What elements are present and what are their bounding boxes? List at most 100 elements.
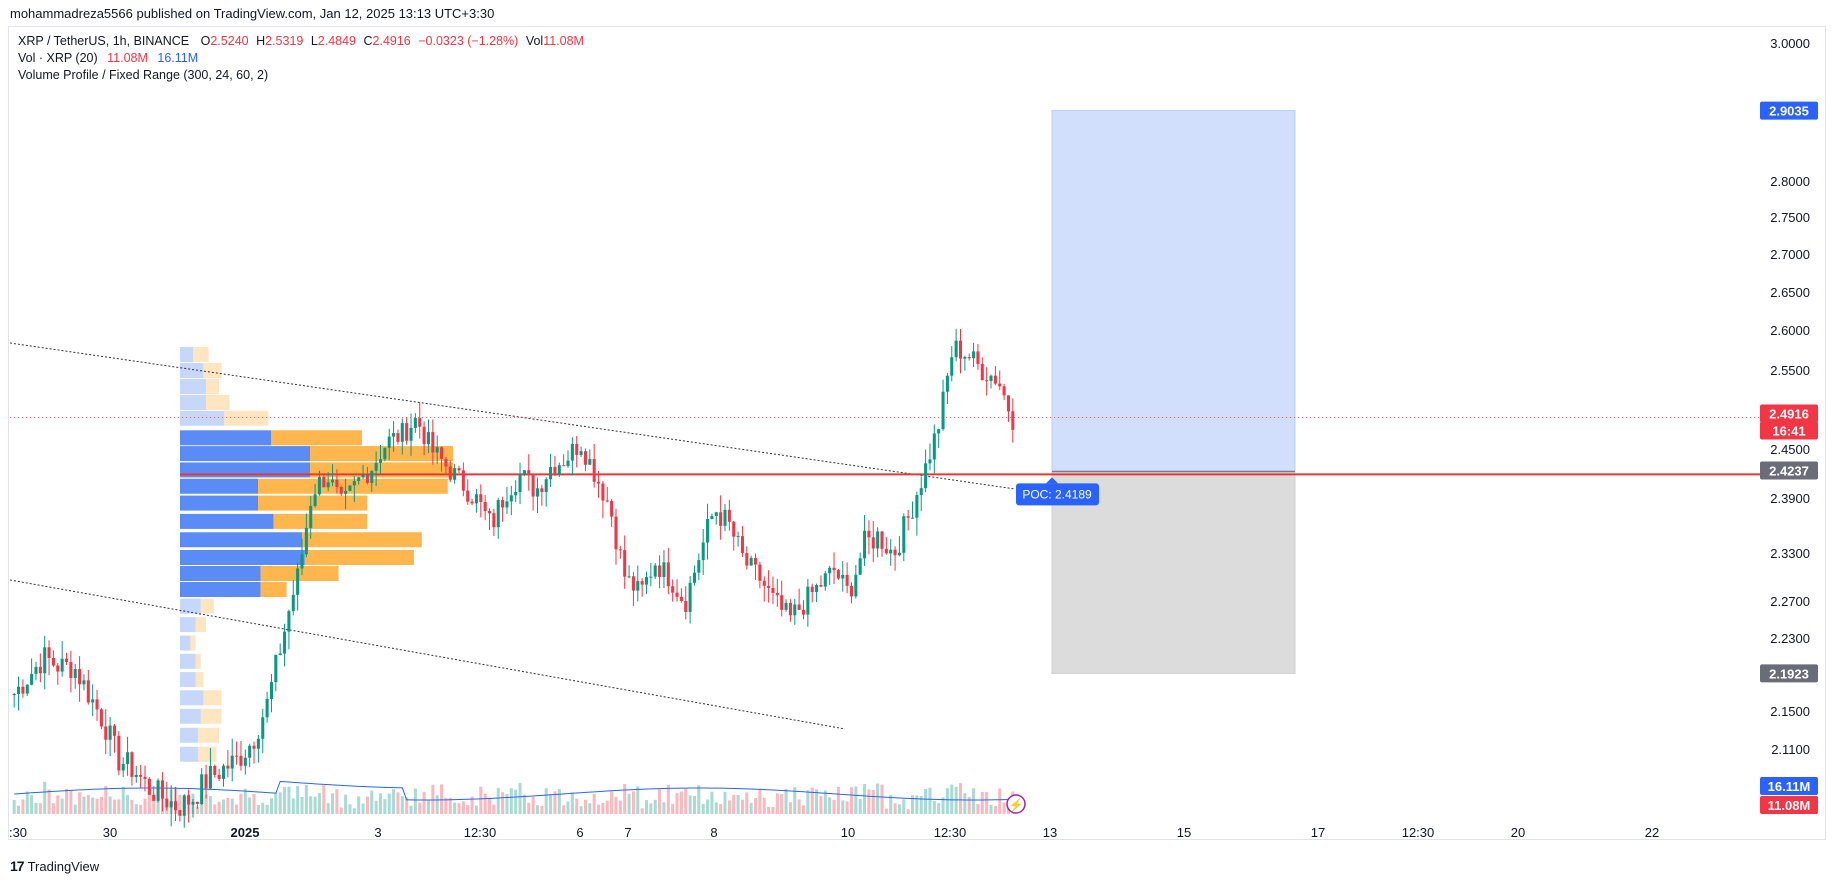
candle-body: [614, 516, 618, 550]
volume-bar: [858, 798, 862, 814]
volume-bar: [889, 794, 893, 814]
poc-badge: [1016, 483, 1099, 506]
low-label: L: [310, 34, 318, 48]
candle-body: [1002, 386, 1006, 396]
stop-price-label-bg: [1760, 664, 1818, 683]
volume-bar: [535, 805, 540, 814]
candle-body: [339, 486, 343, 494]
candle-body: [409, 427, 413, 441]
candle-body: [252, 745, 256, 749]
volume-bar: [832, 799, 836, 814]
volume-bar: [405, 797, 409, 814]
candle-body: [941, 391, 945, 430]
candle-body: [688, 582, 692, 612]
profile-up-bar: [180, 727, 199, 743]
volume-bar: [910, 795, 915, 814]
candle-body: [200, 774, 204, 805]
tradingview-footer[interactable]: 17 TradingView: [10, 858, 99, 874]
volume-bar: [492, 804, 496, 814]
candle-body: [335, 479, 339, 487]
candle-body: [444, 458, 448, 467]
volume-bar: [12, 799, 16, 814]
symbol-legend[interactable]: XRP / TetherUS, 1h, BINANCE O2.5240 H2.5…: [18, 34, 584, 48]
candle-body: [226, 765, 230, 769]
y-tick-label: 2.7500: [1770, 210, 1810, 225]
profile-up-bar: [180, 495, 258, 511]
candle-body: [108, 725, 112, 740]
candle-body: [470, 501, 474, 504]
volume-bar: [422, 791, 426, 814]
candle-body: [815, 584, 819, 593]
x-tick-label: 13: [1043, 825, 1057, 840]
candle-body: [330, 479, 335, 483]
candle-body: [322, 477, 326, 488]
volume-bar: [945, 788, 949, 814]
volume-bar: [47, 789, 51, 814]
volume-profile-name[interactable]: Volume Profile / Fixed Range (300, 24, 6…: [18, 68, 269, 82]
candle-body: [963, 356, 967, 359]
long-position-tool[interactable]: [1051, 110, 1296, 674]
volume-bar: [396, 792, 400, 814]
volume-bar: [836, 786, 840, 814]
profile-down-bar: [190, 635, 196, 651]
volume-bar: [815, 789, 819, 814]
volume-indicator-name[interactable]: Vol · XRP (20): [18, 51, 98, 65]
candle-body: [160, 780, 164, 799]
lightning-glyph: ⚡: [1009, 798, 1024, 812]
volume-bar: [117, 799, 121, 814]
published-header: mohammadreza5566 published on TradingVie…: [10, 6, 495, 21]
y-tick-label: 2.8000: [1770, 174, 1810, 189]
symbol-name[interactable]: XRP / TetherUS, 1h, BINANCE: [18, 34, 190, 48]
countdown-label-bg: [1760, 421, 1818, 440]
candle-body: [915, 495, 919, 518]
volume-legend[interactable]: Vol · XRP (20) 11.08M 16.11M: [18, 51, 198, 65]
volume-profile-legend[interactable]: Volume Profile / Fixed Range (300, 24, 6…: [18, 68, 268, 82]
candle-body: [60, 658, 64, 672]
volume-bar: [248, 797, 252, 814]
volume-bar: [697, 785, 701, 814]
volume-bar: [736, 794, 740, 814]
candle-body: [51, 657, 55, 666]
candle-body: [928, 459, 932, 464]
candle-body: [858, 558, 862, 575]
profile-down-bar: [195, 653, 201, 669]
volume-bar: [806, 790, 810, 814]
candle-body: [69, 662, 73, 678]
volume-bar: [906, 809, 910, 814]
price-axis[interactable]: 3.0000 2.8000 2.7500 2.7000 2.6500 2.6000 2.55…: [1770, 36, 1810, 757]
y-tick-label: 2.6500: [1770, 285, 1810, 300]
volume-ma-label: 16.11M: [1768, 779, 1811, 794]
lower-trendline: [9, 579, 846, 730]
candle-body: [902, 516, 906, 553]
volume-bar: [767, 806, 771, 814]
close-label: C: [363, 34, 373, 48]
profile-down-bar: [200, 598, 214, 614]
time-axis[interactable]: :30 30 2025 3 12:30 6 7 8 10 12:30 13 15 17 12:30 20 22: [9, 825, 1659, 840]
candle-body: [832, 567, 836, 571]
profile-down-bar: [203, 363, 222, 378]
candle-body: [466, 490, 470, 502]
candle-body: [453, 468, 457, 480]
candle-body: [762, 580, 766, 586]
candle-body: [767, 585, 771, 588]
volume-bar: [972, 788, 976, 814]
volume-bar: [932, 800, 936, 814]
profile-down-bar: [258, 495, 368, 511]
candle-body: [854, 574, 858, 597]
volume-bar: [893, 803, 897, 814]
target-price-label: 2.9035: [1769, 104, 1809, 119]
volume-bar: [453, 802, 457, 814]
volume-bar: [152, 794, 156, 814]
volume-bar: [17, 805, 21, 814]
candle-body: [845, 574, 849, 586]
poc-badge-pointer: [1046, 477, 1058, 484]
x-tick-label: 15: [1177, 825, 1191, 840]
candle-body: [998, 383, 1002, 387]
low-value: 2.4849: [317, 34, 357, 48]
volume-bar: [139, 804, 143, 814]
x-tick-label: :30: [9, 825, 27, 840]
volume-bar: [688, 795, 692, 814]
drawings: [9, 342, 1762, 730]
volume-bar: [261, 802, 265, 814]
